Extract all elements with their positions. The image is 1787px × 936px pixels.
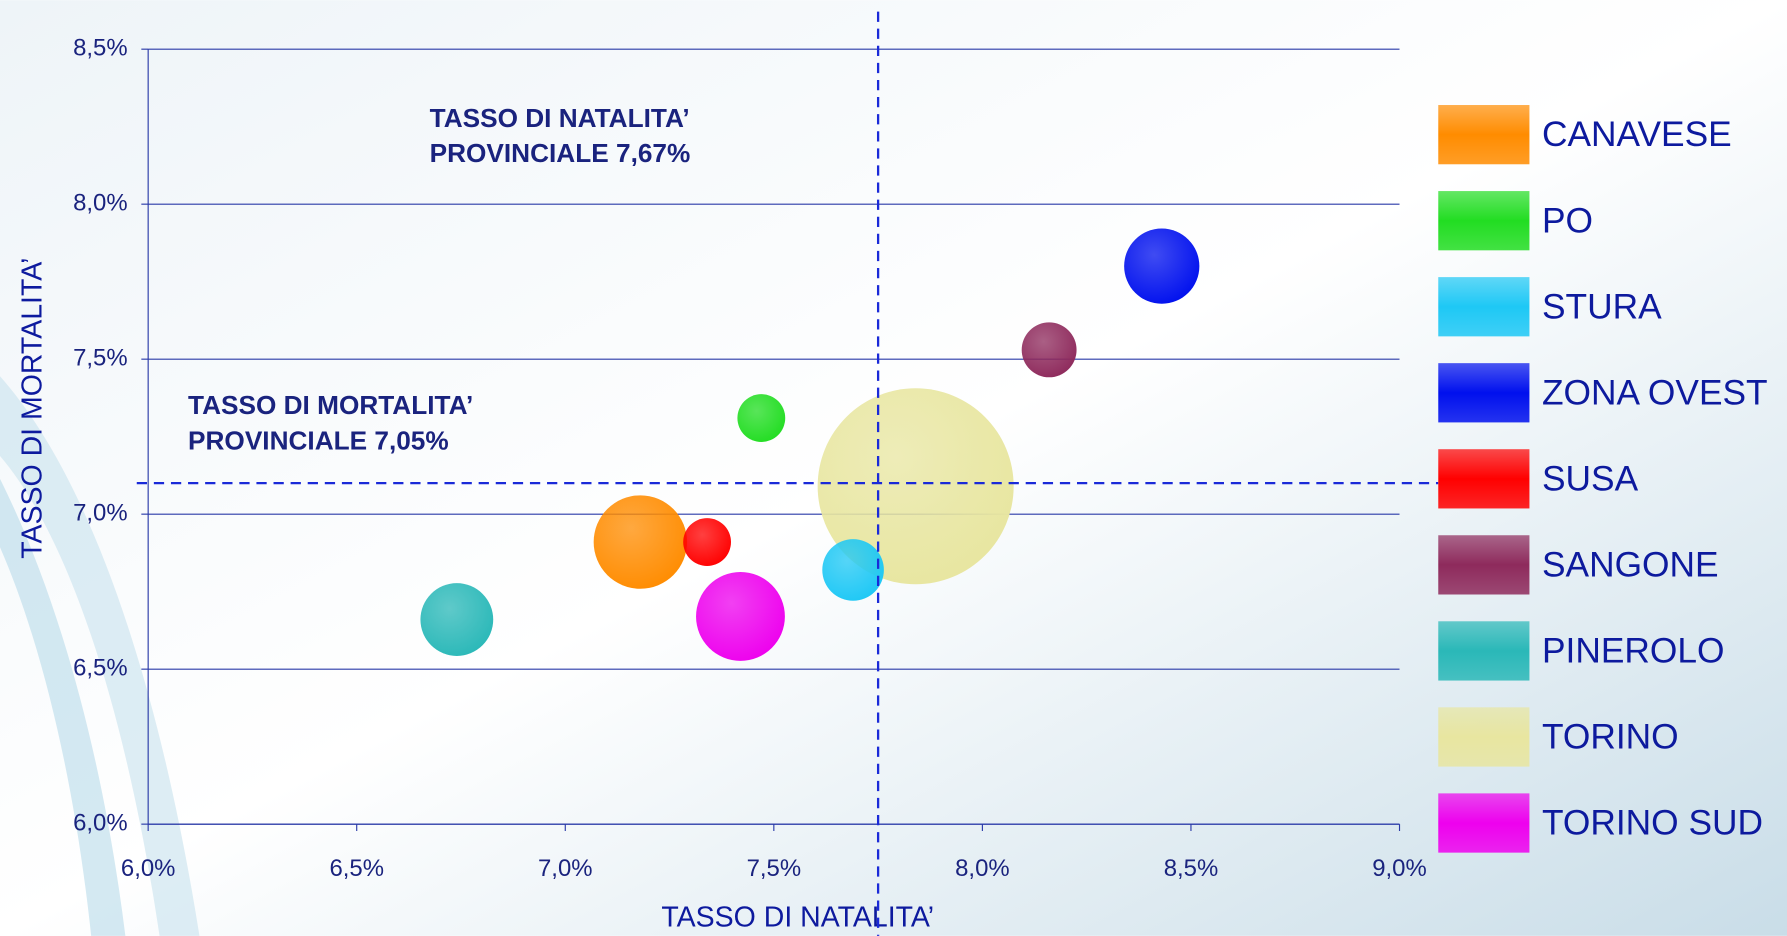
bubble bbox=[420, 583, 494, 656]
bubble bbox=[817, 388, 1014, 585]
bubble bbox=[683, 518, 731, 566]
legend-label: TORINO SUD bbox=[1542, 804, 1763, 843]
bubble bbox=[822, 539, 884, 601]
annotation: TASSO DI NATALITA’ PROVINCIALE 7,67% bbox=[430, 103, 691, 168]
legend-label: TORINO bbox=[1542, 718, 1679, 757]
x-tick-label: 6,0% bbox=[121, 855, 176, 882]
decoration bbox=[0, 376, 200, 936]
x-tick-label: 9,0% bbox=[1372, 855, 1427, 882]
bubble bbox=[737, 394, 786, 442]
legend-label: PINEROLO bbox=[1542, 632, 1725, 671]
x-tick-label: 8,0% bbox=[955, 855, 1010, 882]
y-tick-label: 8,0% bbox=[73, 189, 128, 216]
x-tick-label: 8,5% bbox=[1164, 855, 1219, 882]
legend-swatch bbox=[1438, 707, 1530, 767]
y-axis-title: TASSO DI MORTALITA’ bbox=[17, 258, 49, 559]
x-tick-label: 7,5% bbox=[747, 855, 802, 882]
y-tick-label: 6,5% bbox=[73, 654, 128, 681]
legend-label: STURA bbox=[1542, 287, 1662, 326]
legend-label: CANAVESE bbox=[1542, 115, 1732, 154]
legend-swatch bbox=[1438, 105, 1530, 165]
x-tick-label: 6,5% bbox=[329, 855, 384, 882]
y-tick-label: 7,0% bbox=[73, 499, 128, 526]
y-tick-label: 8,5% bbox=[73, 35, 128, 62]
legend-swatch bbox=[1438, 621, 1530, 681]
legend-label: PO bbox=[1542, 201, 1593, 240]
y-tick-label: 6,0% bbox=[73, 809, 128, 836]
legend-label: ZONA OVEST bbox=[1542, 373, 1768, 412]
bubble bbox=[1021, 322, 1077, 378]
bubble bbox=[593, 495, 688, 589]
legend-swatch bbox=[1438, 277, 1530, 337]
legend-swatch bbox=[1438, 793, 1530, 853]
bubble bbox=[696, 572, 785, 661]
bubble bbox=[1124, 228, 1200, 304]
x-axis-title: TASSO DI NATALITA’ bbox=[661, 901, 934, 933]
decoration bbox=[0, 478, 126, 936]
y-tick-label: 7,5% bbox=[73, 344, 128, 371]
annotation: TASSO DI MORTALITA’ PROVINCIALE 7,05% bbox=[188, 390, 473, 455]
legend-label: SUSA bbox=[1542, 459, 1639, 498]
legend-label: SANGONE bbox=[1542, 545, 1719, 584]
legend-swatch bbox=[1438, 191, 1530, 251]
legend-swatch bbox=[1438, 363, 1530, 423]
x-tick-label: 7,0% bbox=[538, 855, 593, 882]
legend-swatch bbox=[1438, 535, 1530, 595]
legend-swatch bbox=[1438, 449, 1530, 509]
